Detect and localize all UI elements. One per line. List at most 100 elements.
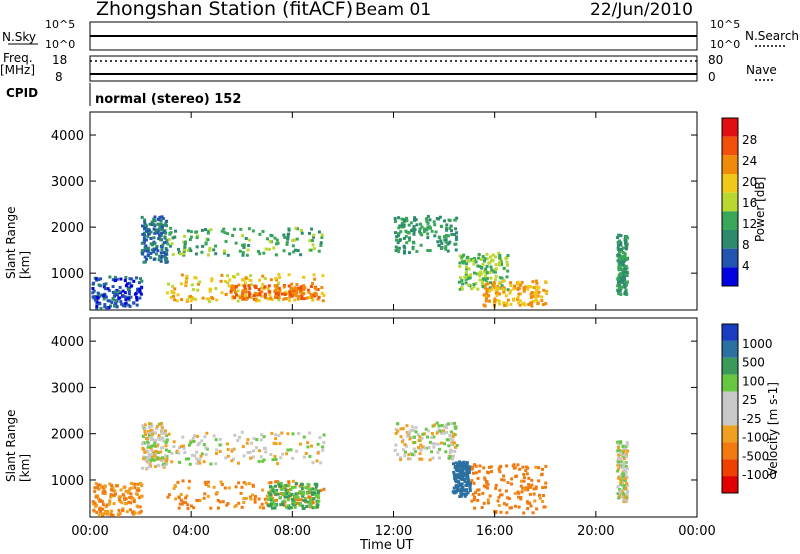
velocity-cell: [461, 464, 465, 468]
velocity-cell: [203, 435, 207, 439]
power-cell: [102, 294, 106, 298]
velocity-cell: [454, 445, 458, 449]
velocity-cell: [133, 486, 137, 490]
velocity-cell: [527, 483, 531, 487]
velocity-cell: [242, 481, 246, 485]
power-cell: [454, 248, 458, 252]
power-cell: [623, 285, 627, 289]
power-cell: [275, 287, 279, 291]
power-cell: [215, 298, 219, 302]
velocity-cell: [289, 488, 293, 492]
velocity-cell: [273, 484, 277, 488]
velocity-cell: [225, 442, 229, 446]
power-cell: [517, 301, 521, 305]
velocity-cell: [296, 498, 300, 502]
velocity-cell: [195, 434, 199, 438]
power-cell: [159, 259, 163, 263]
velocity-cell: [107, 502, 111, 506]
velocity-cell: [293, 505, 297, 509]
velocity-cell: [240, 430, 244, 434]
power-cell: [159, 222, 163, 226]
power-cell: [115, 292, 119, 296]
power-cell: [238, 296, 242, 300]
power-ytick-label: 3000: [51, 175, 84, 190]
power-cell: [149, 256, 153, 260]
velocity-cell: [542, 494, 546, 498]
velocity-cell: [425, 446, 429, 450]
velocity-cell: [532, 487, 536, 491]
power-cell: [237, 283, 241, 287]
velocity-cell: [433, 423, 437, 427]
velocity-cell: [541, 500, 545, 504]
power-cell: [414, 218, 418, 222]
velocity-cell: [123, 497, 127, 501]
velocity-cell: [269, 453, 273, 457]
velocity-cell: [541, 467, 545, 471]
velocity-cell: [191, 436, 195, 440]
velocity-cell: [301, 504, 305, 508]
velocity-cell: [478, 464, 482, 468]
velocity-cell: [513, 504, 517, 508]
velocity-cell: [477, 493, 481, 497]
power-cell: [450, 229, 454, 233]
velocity-cell: [410, 425, 414, 429]
power-cell: [484, 283, 488, 287]
velocity-cell: [273, 506, 277, 510]
power-cell: [254, 285, 258, 289]
power-cell: [526, 287, 530, 291]
velocity-cell: [215, 451, 219, 455]
power-cell: [144, 247, 148, 251]
freq-top-tick: 18: [52, 53, 68, 67]
velocity-cell: [175, 449, 179, 453]
velocity-cell: [96, 483, 100, 487]
velocity-cell: [111, 513, 115, 517]
power-cell: [286, 237, 290, 241]
power-cell: [149, 230, 153, 234]
power-cell: [302, 292, 306, 296]
power-cell: [623, 241, 627, 245]
velocity-cell: [318, 436, 322, 440]
power-cell: [466, 277, 470, 281]
power-cell: [497, 299, 501, 303]
power-cell: [619, 234, 623, 238]
velocity-cell: [253, 500, 257, 504]
velocity-cell: [625, 455, 629, 459]
power-cell: [111, 290, 115, 294]
velocity-cell: [232, 447, 236, 451]
velocity-cell: [160, 430, 164, 434]
velocity-cell: [173, 484, 177, 488]
velocity-cell: [272, 501, 276, 505]
power-cell: [272, 246, 276, 250]
velocity-cell: [399, 456, 403, 460]
velocity-cell: [530, 483, 534, 487]
velocity-cell: [484, 485, 488, 489]
velocity-cell: [522, 472, 526, 476]
velocity-cell: [537, 466, 541, 470]
power-cell: [102, 285, 106, 289]
velocity-cell: [226, 447, 230, 451]
velocity-cell: [274, 498, 278, 502]
power-cell: [267, 247, 271, 251]
power-cell: [466, 255, 470, 259]
power-cell: [244, 236, 248, 240]
velocity-cell: [177, 446, 181, 450]
power-cell: [536, 287, 540, 291]
power-cell: [160, 215, 164, 219]
power-cell: [161, 223, 165, 227]
power-cell: [259, 294, 263, 298]
station-title: Zhongshan Station (fitACF): [96, 0, 354, 20]
velocity-cell: [467, 470, 471, 474]
power-cell: [223, 279, 227, 283]
velocity-cell: [528, 501, 532, 505]
velocity-cell: [619, 481, 623, 485]
power-cell: [516, 297, 520, 301]
velocity-cell: [251, 493, 255, 497]
power-cell: [262, 251, 266, 255]
power-frame: [89, 111, 698, 311]
power-cell: [482, 270, 486, 274]
nsky-top-tick: 10^5: [45, 18, 76, 31]
velocity-cell: [620, 494, 624, 498]
power-cell: [317, 230, 321, 234]
velocity-cell: [471, 471, 475, 475]
power-cell: [245, 253, 249, 257]
